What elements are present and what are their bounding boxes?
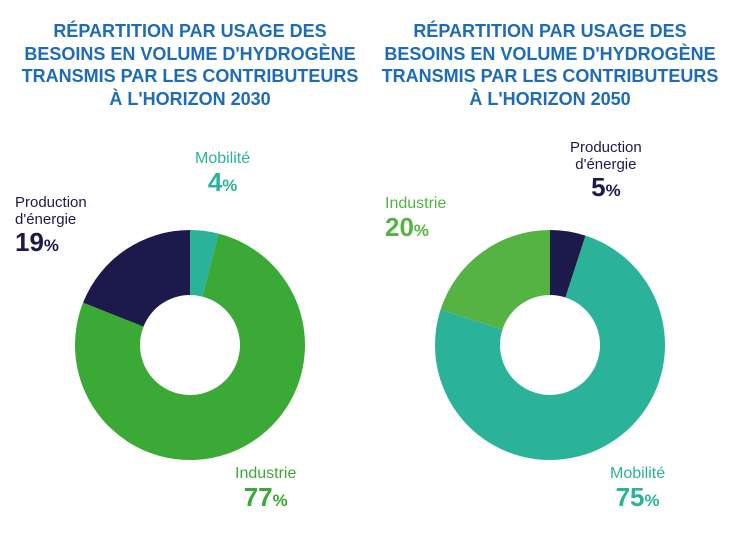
donut-chart-2030 — [15, 135, 365, 515]
chart-title: RÉPARTITION PAR USAGE DES BESOINS EN VOL… — [375, 20, 725, 110]
chart-title: RÉPARTITION PAR USAGE DES BESOINS EN VOL… — [15, 20, 365, 110]
slice-category: Productiond'énergie — [570, 140, 642, 173]
slice-category: Industrie — [385, 195, 446, 213]
slice-percent: 20% — [385, 213, 446, 242]
chart-panel-2050: RÉPARTITION PAR USAGE DES BESOINS EN VOL… — [375, 20, 725, 540]
chart-area-2030: Mobilité4% Industrie77% Productiond'énergi… — [15, 135, 365, 540]
slice-percent: 4% — [195, 168, 250, 197]
slice-category: Industrie — [235, 465, 296, 483]
slice-category: Mobilité — [195, 150, 250, 168]
slice-label: Industrie77% — [235, 465, 296, 511]
chart-area-2050: Productiond'énergie5% Mobilité75% Industri… — [375, 135, 725, 540]
slice-category: Mobilité — [610, 465, 665, 483]
slice-label: Productiond'énergie5% — [570, 140, 642, 202]
slice-percent: 5% — [570, 173, 642, 202]
chart-panel-2030: RÉPARTITION PAR USAGE DES BESOINS EN VOL… — [15, 20, 365, 540]
slice-label: Mobilité4% — [195, 150, 250, 196]
donut-slice — [441, 230, 550, 330]
donut-chart-2050 — [375, 135, 725, 515]
slice-label: Productiond'énergie19% — [15, 195, 87, 257]
slice-percent: 19% — [15, 228, 87, 257]
slice-percent: 75% — [610, 483, 665, 512]
slice-label: Mobilité75% — [610, 465, 665, 511]
slice-category: Productiond'énergie — [15, 195, 87, 228]
slice-label: Industrie20% — [385, 195, 446, 241]
slice-percent: 77% — [235, 483, 296, 512]
